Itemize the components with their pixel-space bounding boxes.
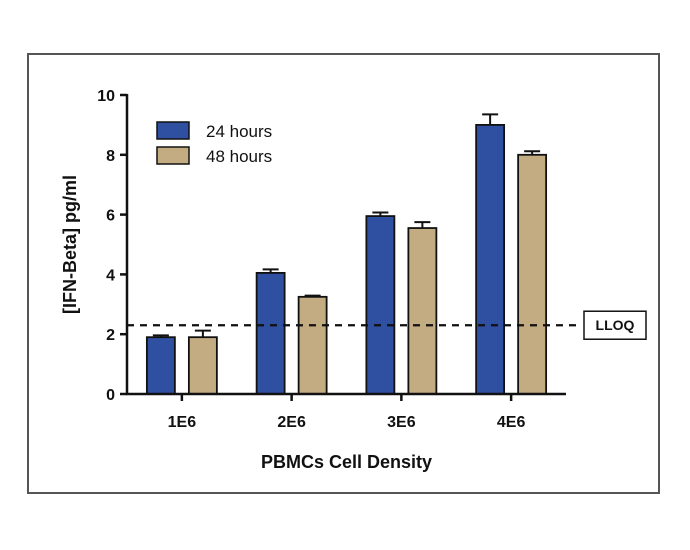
y-axis-ticks: 0 2 4 6 8 10 <box>97 88 127 404</box>
lloq-label: LLOQ <box>596 317 635 333</box>
y-tick-label: 2 <box>106 327 115 344</box>
x-tick-label: 2E6 <box>277 414 306 431</box>
y-tick-label: 6 <box>106 208 115 225</box>
bar-2E6-24-hours <box>255 272 286 395</box>
bars-group <box>145 124 548 395</box>
x-tick-label: 3E6 <box>387 414 416 431</box>
bar-3E6-48-hours <box>407 227 438 395</box>
legend: 24 hours 48 hours <box>156 121 272 166</box>
error-bars-group <box>152 113 541 338</box>
x-axis-ticks: 1E6 2E6 3E6 4E6 <box>168 394 526 431</box>
x-tick-label: 1E6 <box>168 414 197 431</box>
legend-swatch <box>156 146 190 165</box>
bar-4E6-48-hours <box>517 153 548 395</box>
bar-3E6-24-hours <box>365 215 396 395</box>
legend-label: 48 hours <box>206 147 272 166</box>
bar-1E6-24-hours <box>145 336 176 395</box>
y-axis-title: [IFN-Beta] pg/ml <box>60 175 80 314</box>
bar-2E6-48-hours <box>297 295 328 395</box>
lloq-label-box <box>583 310 647 340</box>
y-tick-label: 4 <box>106 267 115 284</box>
y-tick-label: 0 <box>106 387 115 404</box>
y-tick-label: 8 <box>106 148 115 165</box>
legend-swatch <box>156 121 190 140</box>
bar-4E6-24-hours <box>475 124 506 395</box>
x-axis-title: PBMCs Cell Density <box>261 452 432 472</box>
legend-label: 24 hours <box>206 122 272 141</box>
figure-frame <box>27 53 660 494</box>
bar-1E6-48-hours <box>187 336 218 395</box>
y-tick-label: 10 <box>97 88 115 105</box>
x-tick-label: 4E6 <box>497 414 526 431</box>
